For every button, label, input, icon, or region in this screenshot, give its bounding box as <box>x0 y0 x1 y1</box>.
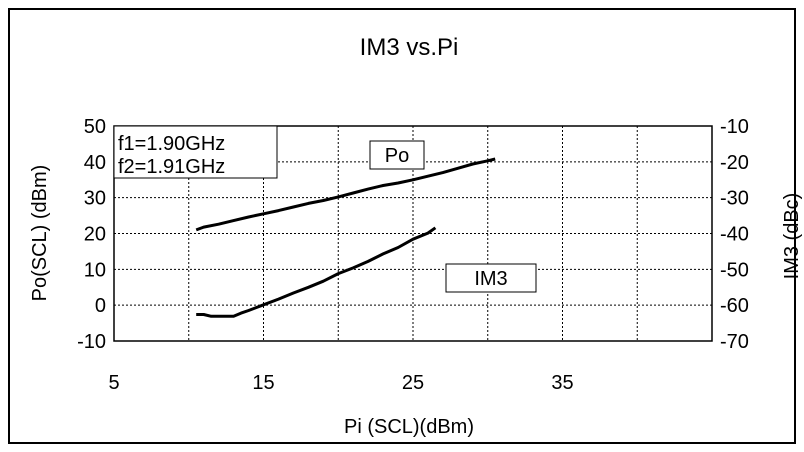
y-left-tick-label: 40 <box>84 152 106 174</box>
y-left-tick-label: -10 <box>77 331 106 353</box>
x-tick-label: 35 <box>551 372 573 394</box>
y-left-tick-label: 20 <box>84 224 106 246</box>
plot-area <box>113 125 713 342</box>
y-right-tick-labels: -10 -20 -30 -40 -50 -60 -70 <box>720 116 749 353</box>
y-left-tick-label: 10 <box>84 259 106 281</box>
frequency-box <box>113 125 278 179</box>
chart-frame <box>8 8 796 444</box>
y-right-tick-label: -50 <box>720 259 749 281</box>
y-right-axis-label: IM3 (dBc) <box>781 193 803 280</box>
y-right-tick-label: -70 <box>720 331 749 353</box>
series-po-line <box>195 157 496 232</box>
po-series-label: Po <box>385 145 409 167</box>
freq-f2-label: f2=1.91GHz <box>118 156 225 178</box>
y-right-tick-label: -30 <box>720 188 749 210</box>
x-tick-label: 5 <box>108 372 119 394</box>
x-axis-label: Pi (SCL)(dBm) <box>344 416 474 438</box>
freq-f1-label: f1=1.90GHz <box>118 133 225 155</box>
series-im3-line <box>196 226 437 318</box>
y-left-tick-label: 50 <box>84 116 106 138</box>
y-left-tick-label: 30 <box>84 188 106 210</box>
y-right-tick-label: -20 <box>720 152 749 174</box>
y-right-tick-label: -40 <box>720 224 749 246</box>
x-tick-labels: 5 15 25 35 <box>108 372 573 394</box>
y-right-tick-label: -10 <box>720 116 749 138</box>
x-tick-label: 25 <box>402 372 424 394</box>
y-right-tick-label: -60 <box>720 295 749 317</box>
im3-label-box <box>445 263 537 293</box>
y-left-tick-label: 0 <box>95 295 106 317</box>
y-left-tick-labels: 50 40 30 20 10 0 -10 <box>77 116 106 353</box>
y-left-axis-label: Po(SCL) (dBm) <box>29 165 51 302</box>
po-label-box <box>369 140 425 170</box>
chart-title: IM3 vs.Pi <box>360 34 459 61</box>
im3-series-label: IM3 <box>474 268 507 290</box>
x-tick-label: 15 <box>252 372 274 394</box>
